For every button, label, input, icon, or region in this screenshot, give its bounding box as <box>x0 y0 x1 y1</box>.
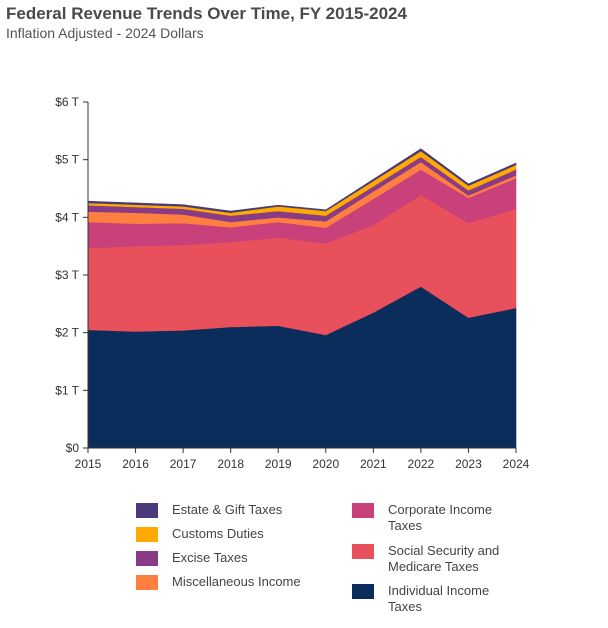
y-tick-label: $4 T <box>55 210 79 224</box>
x-tick-label: 2018 <box>217 457 244 471</box>
axes-group: $0 $1 T $2 T $3 T $4 T $5 T $6 T 2015 2016 2017 20… <box>55 95 529 471</box>
x-tick-label: 2023 <box>455 457 482 471</box>
chart-title: Federal Revenue Trends Over Time, FY 201… <box>6 4 407 23</box>
x-tick-label: 2017 <box>170 457 197 471</box>
y-tick-label: $6 T <box>55 95 79 109</box>
y-tick-label: $5 T <box>55 153 79 167</box>
x-tick-label: 2021 <box>360 457 387 471</box>
area-series-group <box>87 148 517 449</box>
y-tick-label: $2 T <box>55 326 79 340</box>
chart-subtitle: Inflation Adjusted - 2024 Dollars <box>6 25 204 41</box>
x-tick-label: 2015 <box>75 457 102 471</box>
x-tick-label: 2020 <box>312 457 339 471</box>
y-tick-label: $0 <box>66 441 80 455</box>
x-tick-label: 2022 <box>408 457 435 471</box>
x-tick-label: 2016 <box>122 457 149 471</box>
y-tick-label: $1 T <box>55 383 79 397</box>
x-tick-label: 2024 <box>503 457 530 471</box>
x-tick-label: 2019 <box>265 457 292 471</box>
area-estate-and-gift-taxes <box>87 148 517 214</box>
y-tick-label: $3 T <box>55 268 79 282</box>
